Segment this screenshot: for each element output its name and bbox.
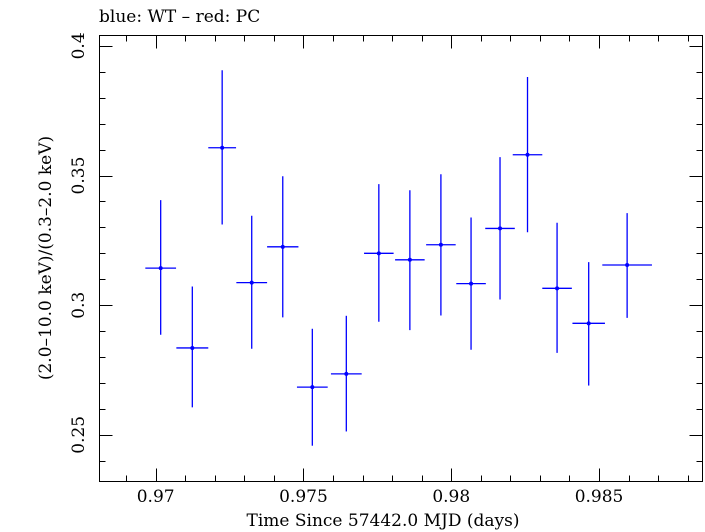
data-point xyxy=(364,184,394,322)
data-marker xyxy=(586,321,591,326)
data-point xyxy=(395,190,425,331)
x-tick-label: 0.975 xyxy=(279,487,328,507)
data-points xyxy=(145,70,652,446)
data-point xyxy=(512,76,543,233)
data-point xyxy=(602,213,652,318)
data-point xyxy=(330,315,362,432)
data-marker xyxy=(376,251,381,256)
x-tick-label: 0.985 xyxy=(575,487,624,507)
data-marker xyxy=(280,244,285,249)
y-tick-label: 0.4 xyxy=(69,32,89,59)
data-marker xyxy=(190,345,195,350)
data-marker xyxy=(625,262,630,267)
y-tick-label: 0.25 xyxy=(69,416,89,454)
data-point xyxy=(456,217,486,350)
data-point xyxy=(542,222,572,353)
data-marker xyxy=(498,226,503,231)
chart-title: blue: WT – red: PC xyxy=(99,7,260,27)
x-axis-title: Time Since 57442.0 MJD (days) xyxy=(247,511,520,531)
data-marker xyxy=(158,266,163,271)
data-marker xyxy=(555,286,560,291)
tick-labels: 0.97 0.975 0.98 0.985 0.25 0.3 0.35 0.4 xyxy=(69,32,623,507)
x-tick-label: 0.98 xyxy=(432,487,470,507)
data-point xyxy=(572,262,605,386)
x-tick-label: 0.97 xyxy=(137,487,175,507)
data-marker xyxy=(344,371,349,376)
plot-frame xyxy=(99,35,703,482)
data-point xyxy=(208,70,237,225)
data-point xyxy=(296,328,328,446)
data-point xyxy=(236,215,268,349)
data-marker xyxy=(249,280,254,285)
data-marker xyxy=(525,152,530,157)
data-marker xyxy=(407,257,412,262)
y-axis-title: (2.0–10.0 keV)/(0.3–2.0 keV) xyxy=(36,136,56,380)
data-marker xyxy=(469,281,474,286)
data-marker xyxy=(220,145,225,150)
data-point xyxy=(145,200,177,335)
data-point xyxy=(267,176,299,318)
data-point xyxy=(426,174,456,316)
y-tick-label: 0.35 xyxy=(69,157,89,195)
data-point xyxy=(485,157,515,300)
data-marker xyxy=(310,385,315,390)
y-tick-label: 0.3 xyxy=(69,292,89,319)
data-point xyxy=(176,286,209,408)
data-marker xyxy=(438,242,443,247)
axis-ticks xyxy=(99,35,703,482)
